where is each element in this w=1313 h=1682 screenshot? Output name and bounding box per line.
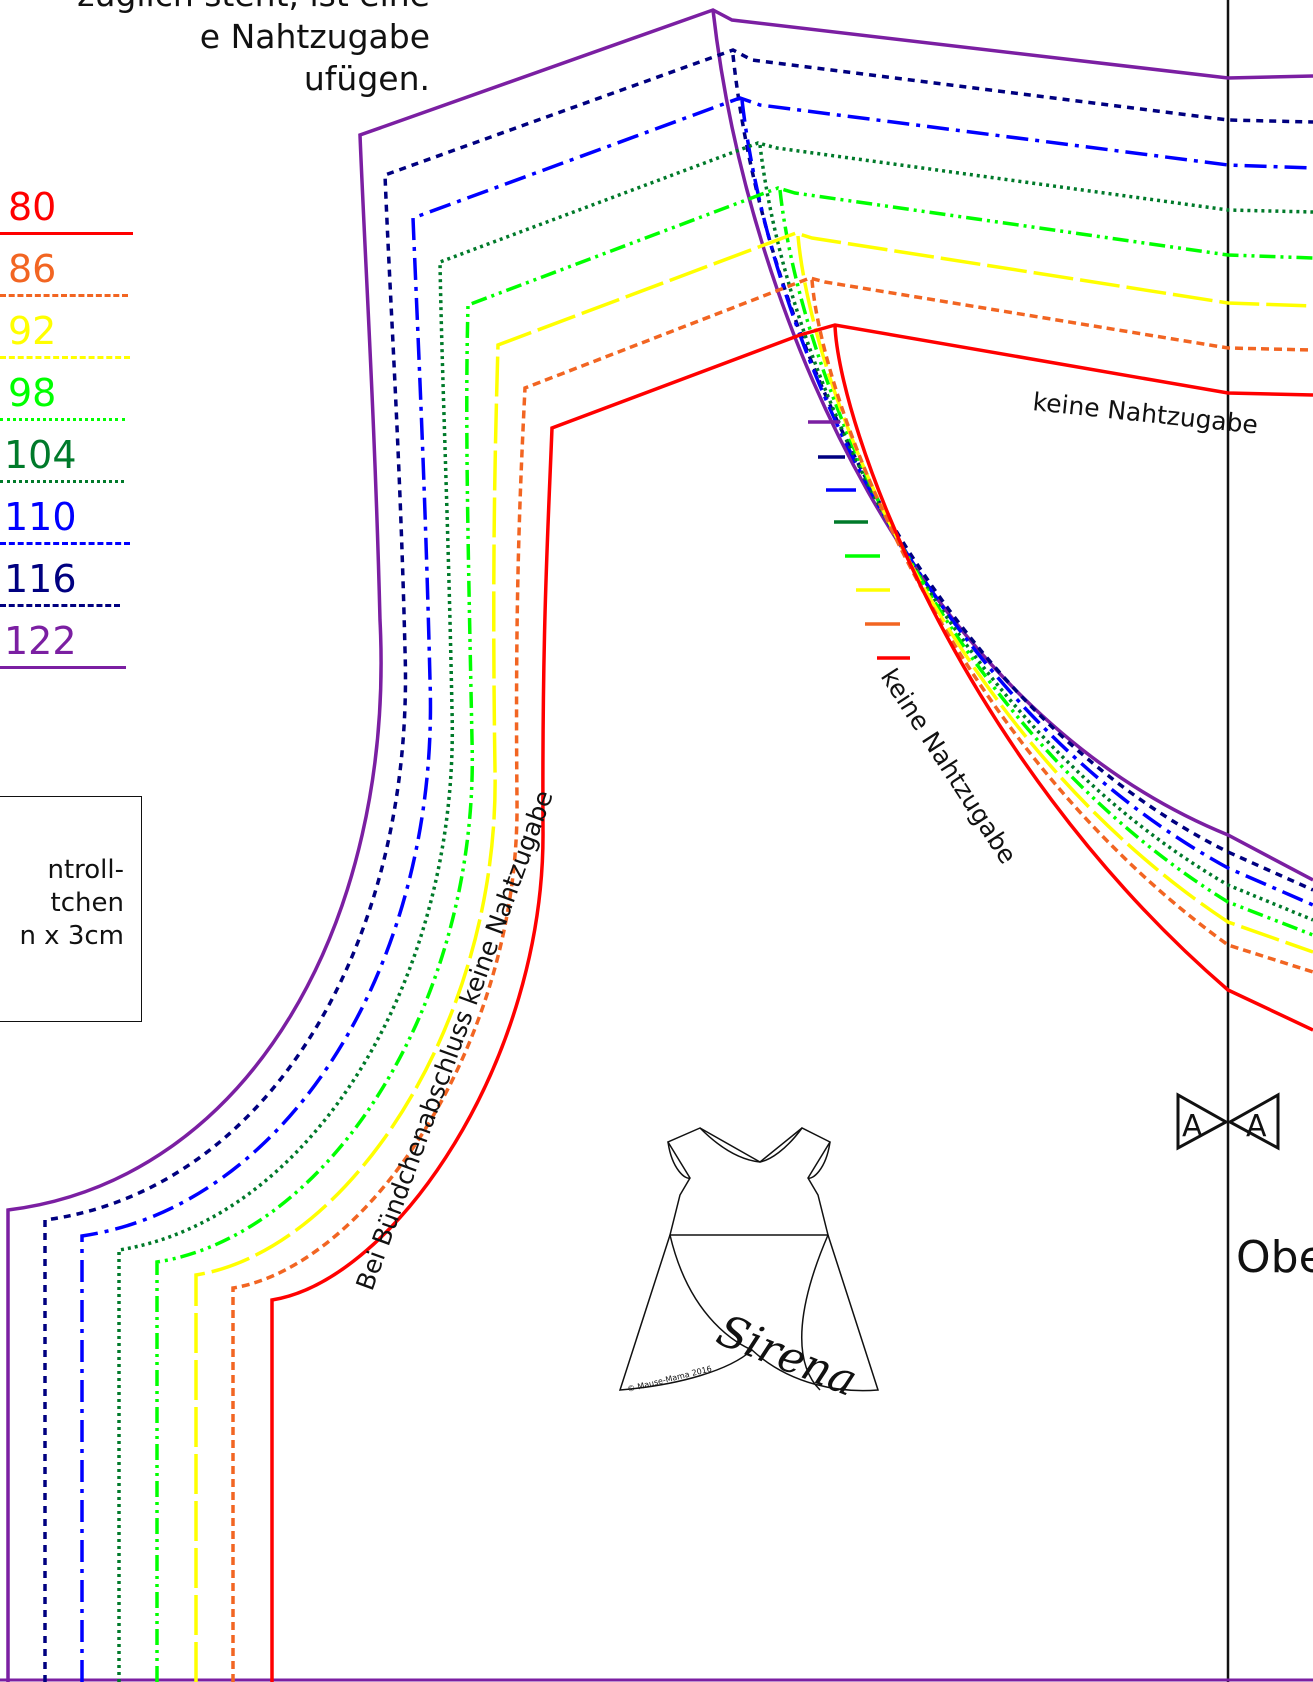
legend-line-122	[0, 666, 126, 669]
size-116-outline	[43, 48, 1313, 1682]
sirena-logo: Sirena	[710, 1305, 864, 1407]
test-square-text: ntroll- tchen n x 3cm	[19, 855, 124, 951]
armhole-cuff-note: Bei Bündchenabschluss keine Nahtzugabe	[350, 786, 558, 1294]
notch-letter-right: A	[1246, 1109, 1267, 1144]
legend-line-98	[0, 418, 125, 421]
legend-label-86: 86	[8, 247, 57, 291]
size-98-outline	[155, 186, 1313, 1682]
legend-label-122: 122	[4, 619, 77, 663]
size-110-outline	[80, 96, 1313, 1682]
size-86-outline	[231, 276, 1313, 1682]
legend-line-116	[0, 604, 120, 607]
legend-label-98: 98	[8, 371, 57, 415]
piece-name-label: Obe	[1236, 1232, 1313, 1283]
notch-triangle-right: A	[1226, 1092, 1280, 1151]
size-104-outline	[117, 141, 1313, 1682]
legend-line-92	[0, 356, 130, 359]
legend-label-110: 110	[4, 495, 77, 539]
intro-text: zuglich steht, ist eine e Nahtzugabe ufü…	[77, 0, 430, 98]
dress-illustration	[618, 1127, 880, 1392]
legend-line-86	[0, 294, 128, 297]
notch-triangle-left: A	[1176, 1092, 1230, 1151]
size-80-outline	[270, 323, 1313, 1682]
legend-line-110	[0, 542, 130, 545]
neck-no-allowance-label: keine Nahtzugabe	[1031, 387, 1259, 439]
size-92-outline	[194, 231, 1313, 1682]
legend-line-80	[0, 232, 133, 235]
legend-label-92: 92	[8, 309, 57, 353]
legend-label-80: 80	[8, 185, 57, 229]
legend-label-116: 116	[4, 557, 77, 601]
legend-label-104: 104	[4, 433, 77, 477]
test-square-box	[0, 796, 142, 1022]
copyright-text: © Mause-Mama 2016	[626, 1364, 712, 1394]
shoulder-notch-ticks	[808, 420, 910, 660]
notch-letter-left: A	[1182, 1109, 1203, 1144]
size-122-outline	[6, 8, 1313, 1682]
legend-line-104	[0, 480, 124, 483]
